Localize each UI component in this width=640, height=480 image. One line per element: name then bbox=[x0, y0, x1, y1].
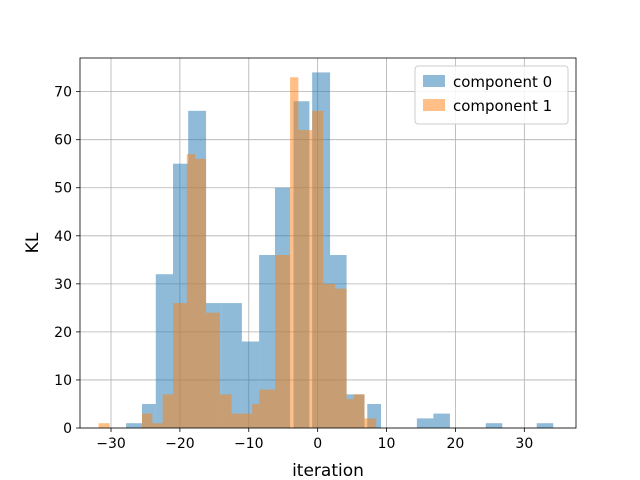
y-tick-label: 60 bbox=[54, 133, 72, 149]
y-axis-label: KL bbox=[23, 232, 43, 253]
histogram-bar bbox=[252, 403, 260, 428]
y-tick-label: 70 bbox=[54, 85, 72, 101]
histogram-bar bbox=[346, 399, 354, 428]
histogram-bars bbox=[98, 72, 554, 429]
histogram-bar bbox=[142, 413, 153, 428]
histogram-bar bbox=[353, 394, 365, 428]
y-tick-label: 40 bbox=[54, 229, 72, 245]
histogram-bar bbox=[126, 423, 142, 428]
legend-label: component 1 bbox=[453, 97, 552, 115]
x-tick-label: 30 bbox=[515, 436, 533, 452]
histogram-bar bbox=[173, 303, 187, 428]
histogram-bar bbox=[536, 423, 554, 428]
histogram-bar bbox=[195, 158, 207, 428]
histogram-bar bbox=[298, 130, 313, 428]
histogram-bar bbox=[186, 154, 196, 429]
axis-ticks: −30 −20 −10 0 10 20 30 0 10 20 30 40 50 60 70 bbox=[54, 85, 533, 452]
histogram-bar bbox=[323, 283, 335, 428]
histogram-bar bbox=[290, 77, 299, 429]
legend-box bbox=[414, 65, 569, 125]
histogram-bar bbox=[259, 389, 275, 428]
legend-label: component 0 bbox=[453, 73, 552, 91]
y-tick-label: 30 bbox=[54, 277, 72, 293]
histogram-bar bbox=[334, 288, 347, 428]
y-tick-label: 10 bbox=[54, 373, 72, 389]
legend-swatch bbox=[423, 99, 445, 111]
y-tick-label: 20 bbox=[54, 325, 72, 341]
legend: component 0 component 1 bbox=[414, 65, 569, 125]
x-tick-label: −10 bbox=[234, 436, 264, 452]
histogram-bar bbox=[152, 423, 163, 428]
x-tick-label: −20 bbox=[165, 436, 195, 452]
x-tick-label: 20 bbox=[447, 436, 465, 452]
x-tick-label: −30 bbox=[96, 436, 126, 452]
histogram-bar bbox=[98, 423, 110, 428]
histogram-bar bbox=[433, 413, 450, 428]
histogram-bar bbox=[364, 418, 377, 428]
legend-swatch bbox=[423, 75, 445, 87]
x-tick-label: 10 bbox=[378, 436, 396, 452]
x-tick-label: 0 bbox=[313, 436, 322, 452]
histogram-bar bbox=[162, 394, 173, 428]
series-1-bars bbox=[98, 77, 377, 429]
histogram-bar bbox=[485, 423, 503, 428]
histogram-bar bbox=[312, 110, 324, 428]
histogram-bar bbox=[231, 413, 253, 428]
plot-frame bbox=[79, 57, 577, 429]
histogram-bar bbox=[219, 394, 232, 428]
y-tick-label: 0 bbox=[63, 421, 72, 437]
histogram-bar bbox=[206, 312, 220, 428]
histogram-bar bbox=[259, 255, 275, 428]
x-axis-label: iteration bbox=[292, 461, 364, 480]
y-tick-label: 50 bbox=[54, 181, 72, 197]
histogram-bar bbox=[155, 274, 173, 428]
histogram-bar bbox=[274, 255, 291, 428]
histogram-bar bbox=[416, 418, 434, 428]
